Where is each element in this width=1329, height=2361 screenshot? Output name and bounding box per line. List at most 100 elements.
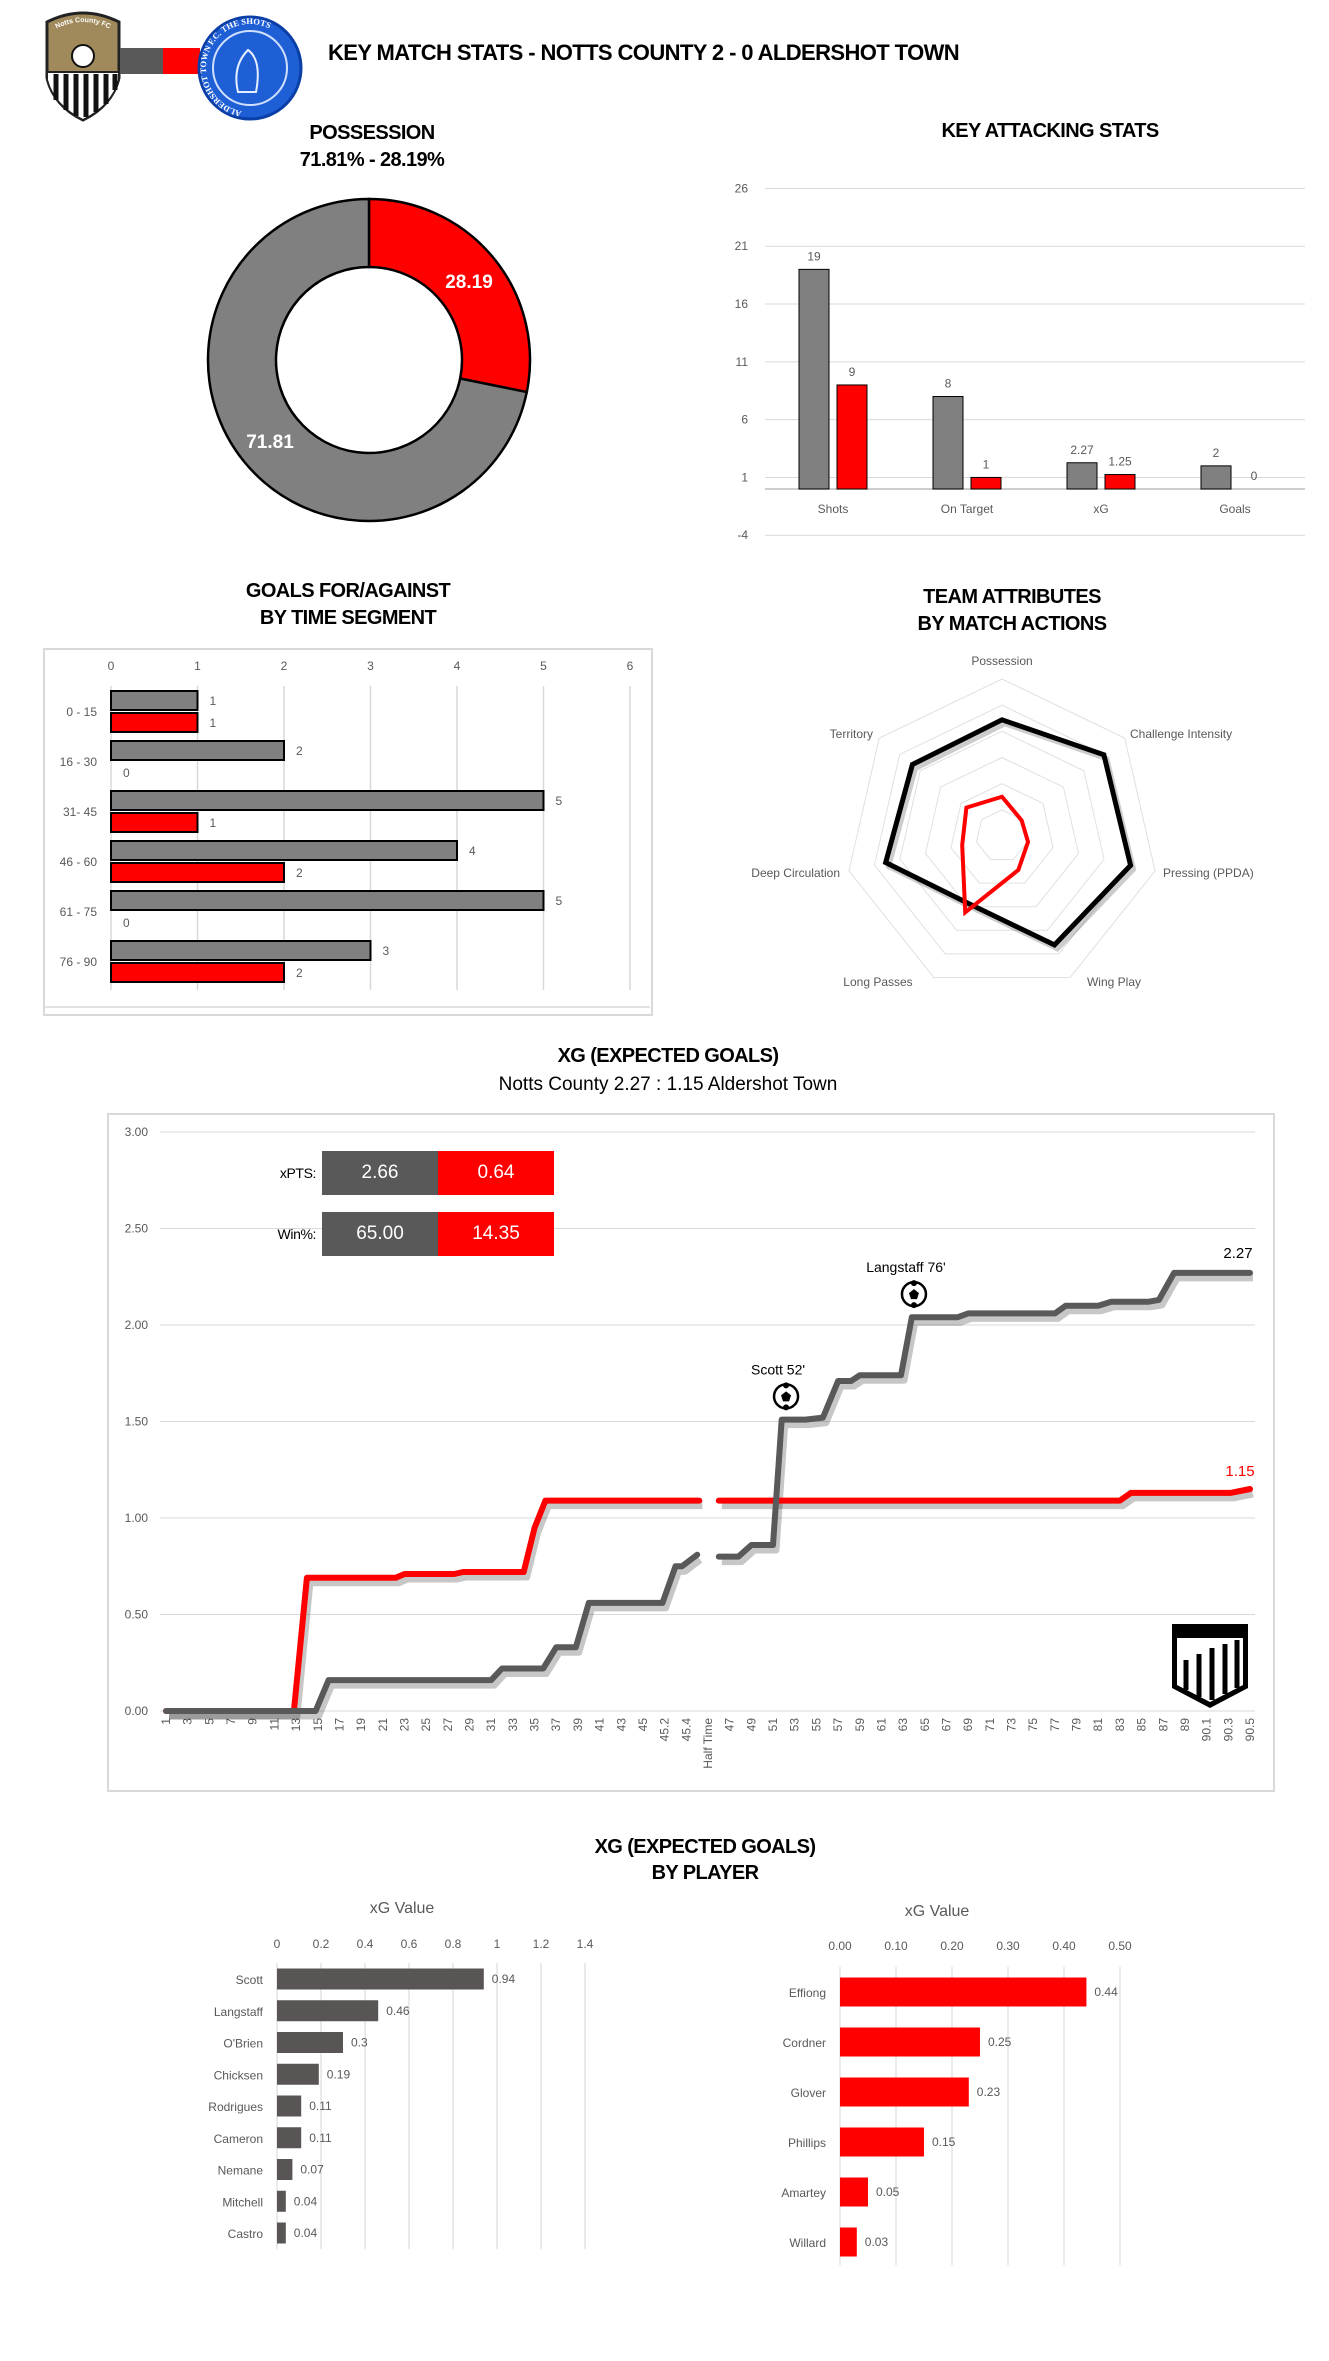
radar-ring	[848, 678, 1156, 978]
goal-annotation-label: Scott 52'	[751, 1361, 805, 1377]
x-tick-label: Half Time	[701, 1718, 715, 1769]
goal-annotation-label: Langstaff 76'	[866, 1259, 945, 1275]
line-shadow	[721, 1490, 1254, 1510]
aldershot-town-crest-icon: ALDERSHOT TOWN F.C. THE SHOTS	[197, 15, 303, 121]
bar-value-label: 2	[296, 966, 303, 980]
radar-axis-label: Long Passes	[843, 975, 912, 989]
win-pct-away-value: 14.35	[438, 1212, 554, 1256]
player-name-label: Chicksen	[214, 2068, 263, 2082]
x-tick-label: 71	[983, 1718, 997, 1732]
x-tick-label: 17	[332, 1718, 346, 1732]
xg-subtitle: Notts County 2.27 : 1.15 Aldershot Town	[498, 1074, 838, 1095]
player-bar	[277, 2190, 286, 2212]
bar-notts	[1200, 465, 1232, 490]
xpts-row: xPTS: 2.66 0.64	[236, 1151, 554, 1195]
radar-ring	[924, 756, 1080, 908]
player-xg-title-line1: XG (EXPECTED GOALS)	[594, 1836, 816, 1858]
x-tick-label: 63	[896, 1718, 910, 1732]
possession-slice-away	[367, 197, 532, 394]
player-name-label: Nemane	[218, 2164, 264, 2178]
player-bar-value: 0.23	[977, 2085, 1001, 2099]
xg-line-aldershot	[715, 1486, 1253, 1504]
x-tick-label: 31	[484, 1718, 498, 1732]
radar-axis-label: Deep Circulation	[751, 866, 840, 880]
bar-value-label: 0	[123, 916, 130, 930]
goals-title-line1: GOALS FOR/AGAINST	[245, 580, 451, 602]
bar-value-label: 4	[469, 844, 476, 858]
goals-chart-frame	[43, 648, 653, 1016]
bar-value-label: 3	[383, 944, 390, 958]
radar-chart: Possession Challenge Intensity Pressing (P…	[751, 654, 1254, 989]
bar-notts	[110, 740, 285, 761]
x-tick-label: 27	[441, 1718, 455, 1732]
x-tick-label: 49	[744, 1718, 758, 1732]
line-shadow	[169, 1556, 703, 1720]
player-bar-value: 0.11	[309, 2131, 332, 2145]
bar-value-label: 2.27	[1070, 443, 1094, 457]
x-tick-label: 0.8	[445, 1937, 462, 1951]
bar-value-label: 2	[296, 866, 303, 880]
y-tick-label: 0.00	[125, 1704, 149, 1718]
bar-notts	[1066, 462, 1098, 490]
y-tick-label: 3.00	[125, 1125, 149, 1139]
radar-axis-label: Pressing (PPDA)	[1163, 866, 1254, 880]
x-tick-label: 21	[376, 1718, 390, 1732]
x-tick-label: 0	[108, 659, 115, 673]
xg-chart-frame	[107, 1113, 1275, 1792]
bar-notts	[110, 940, 372, 961]
player-xg-title-line2: BY PLAYER	[651, 1862, 759, 1884]
xpts-away-value: 0.64	[438, 1151, 554, 1195]
player-bar-value: 0.25	[988, 2035, 1012, 2049]
x-tick-label: 87	[1156, 1718, 1170, 1732]
possession-subtitle: 71.81% - 28.19%	[299, 149, 445, 171]
x-tick-label: 1.4	[577, 1937, 594, 1951]
radar-series-notts	[882, 717, 1134, 948]
bar-aldershot	[110, 862, 285, 883]
football-icon-patch	[783, 1382, 790, 1389]
player-bar	[277, 2095, 302, 2117]
x-tick-label: 0	[274, 1937, 281, 1951]
y-tick-label: 16	[735, 297, 749, 311]
bar-notts	[110, 890, 545, 911]
player-name-label: Langstaff	[214, 2005, 264, 2019]
possession-donut-chart: 28.19 71.81	[206, 197, 532, 523]
bar-notts	[932, 396, 964, 490]
x-tick-label: 1.2	[533, 1937, 550, 1951]
y-tick-label: 0.50	[125, 1608, 149, 1622]
x-tick-label: 19	[354, 1718, 368, 1732]
y-tick-label: 2.50	[125, 1222, 149, 1236]
football-icon-patch	[783, 1404, 790, 1411]
bar-value-label: 19	[807, 249, 821, 263]
player-bar	[277, 2032, 343, 2053]
home-xg-axis-title: xG Value	[369, 1900, 435, 1917]
goals-title-line2: BY TIME SEGMENT	[259, 607, 437, 629]
goals-bar-chart: 0 1 2 3 4 5 6 1 1 0 - 15 2 0 16 - 30 5 1 31- 45 4 2 46 - 6…	[45, 659, 650, 1008]
x-tick-label: 39	[571, 1718, 585, 1732]
player-name-label: Effiong	[789, 1986, 826, 2000]
x-tick-label: 11	[267, 1718, 281, 1731]
category-label: On Target	[941, 502, 994, 516]
player-bar	[840, 2227, 857, 2257]
xg-line-aldershot	[163, 1497, 703, 1714]
xg-line-notts	[715, 1269, 1253, 1560]
radar-axis-label: Territory	[830, 727, 873, 741]
player-name-label: Glover	[791, 2086, 826, 2100]
x-tick-label: 23	[397, 1718, 411, 1732]
player-bar	[277, 1968, 484, 1990]
bar-value-label: 5	[556, 794, 563, 808]
bar-value-label: 2	[296, 744, 303, 758]
x-tick-label: 73	[1005, 1718, 1019, 1732]
player-name-label: Phillips	[788, 2136, 826, 2150]
bar-aldershot	[110, 812, 199, 833]
x-tick-label: 0.30	[996, 1939, 1020, 1953]
x-tick-label: 45.2	[658, 1718, 672, 1742]
page-title: KEY MATCH STATS - NOTTS COUNTY 2 - 0 ALD…	[328, 40, 960, 65]
radar-ring	[899, 730, 1105, 931]
player-bar-value: 0.04	[294, 2194, 318, 2208]
x-tick-label: 15	[311, 1718, 325, 1732]
player-bar-value: 0.3	[351, 2036, 368, 2050]
bar-value-label: 1.25	[1108, 455, 1132, 469]
x-tick-label: 0.2	[313, 1937, 330, 1951]
x-tick-label: 4	[454, 659, 461, 673]
player-name-label: Castro	[228, 2227, 264, 2241]
